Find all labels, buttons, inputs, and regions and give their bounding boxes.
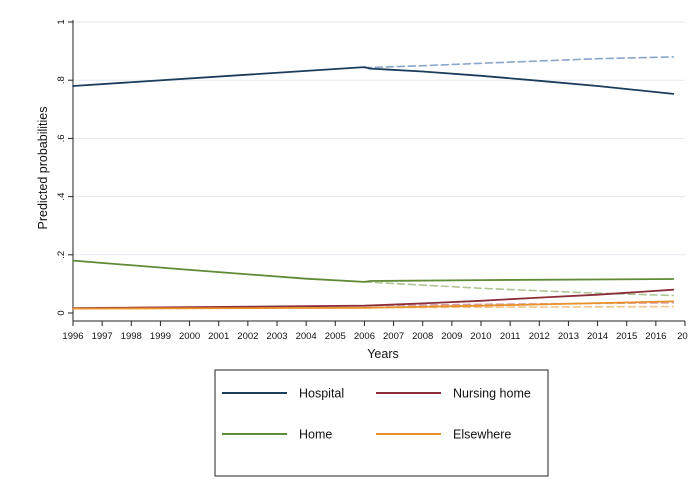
legend-label-elsewhere: Elsewhere: [453, 428, 511, 442]
y-tick-label: 1: [56, 19, 67, 24]
x-tick-label: 2010: [470, 331, 491, 342]
series-line-elsewhere: [72, 300, 675, 310]
y-axis-title: Predicted probabilities: [36, 107, 50, 230]
x-tick-label: 2008: [412, 331, 433, 342]
series-line-home-counterfactual: [363, 281, 675, 297]
x-tick-label: 2006: [354, 331, 375, 342]
x-tick-label: 2012: [529, 331, 550, 342]
y-tick-label: .2: [56, 251, 67, 259]
x-tick-label: 1999: [150, 331, 171, 342]
x-axis-title: Years: [367, 347, 399, 361]
series: [72, 56, 675, 310]
y-tick-label: .6: [56, 134, 67, 142]
x-tick-label: 2004: [296, 331, 317, 342]
x-tick-label: 2014: [587, 331, 608, 342]
series-line-nursing-home: [72, 288, 675, 310]
x-tick-label: 2003: [266, 331, 287, 342]
series-line-home: [72, 259, 675, 283]
series-line-hospital: [72, 66, 675, 95]
y-tick-label: 0: [56, 310, 67, 315]
x-tick-label: 2013: [558, 331, 579, 342]
x-tick-label: 1996: [62, 331, 83, 342]
legend-label-home: Home: [299, 428, 332, 442]
x-tick-label: 201: [677, 331, 688, 342]
x-tick-label: 2011: [500, 331, 520, 342]
series-line-hospital-counterfactual: [363, 56, 675, 69]
y-tick-label: .8: [56, 76, 67, 84]
x-tick-label: 2005: [325, 331, 346, 342]
x-tick-label: 1998: [121, 331, 142, 342]
x-tick-label: 2007: [383, 331, 404, 342]
x-tick-label: 2009: [441, 331, 462, 342]
x-tick-label: 2001: [208, 331, 229, 342]
x-tick-label: 1997: [92, 331, 113, 342]
legend-box: [214, 369, 549, 477]
grid: [73, 21, 685, 256]
x-tick-label: 2000: [179, 331, 200, 342]
x-tick-label: 2015: [616, 331, 637, 342]
y-tick-label: .4: [56, 193, 67, 201]
x-tick-label: 2002: [237, 331, 258, 342]
legend: Hospital Nursing home Home Elsewhere: [214, 369, 549, 477]
x-tick-label: 2016: [645, 331, 666, 342]
axes: 0 .2 .4 .6 .8 1 1996 1997 1998 1999 2000 2001 2002 20…: [56, 19, 688, 342]
legend-label-nursing-home: Nursing home: [453, 387, 531, 401]
legend-label-hospital: Hospital: [299, 387, 344, 401]
